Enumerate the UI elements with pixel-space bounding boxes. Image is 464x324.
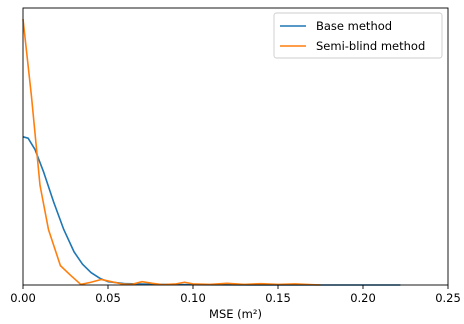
series-lines	[22, 18, 401, 286]
x-tick-label: 0.20	[350, 291, 376, 305]
legend-box	[273, 12, 443, 59]
x-tick-label: 0.25	[435, 291, 461, 305]
series-line-2	[22, 18, 321, 286]
legend: Base method Semi-blind method	[273, 12, 443, 59]
x-tick-label: 0.10	[180, 291, 206, 305]
x-axis-label: MSE (m²)	[209, 307, 262, 321]
x-axis: 0.00 0.05 0.10 0.15 0.20 0.25	[10, 285, 461, 305]
x-tick-label: 0.15	[265, 291, 291, 305]
legend-label-2: Semi-blind method	[316, 39, 425, 53]
x-tick-label: 0.05	[95, 291, 121, 305]
x-tick-label: 0.00	[10, 291, 36, 305]
series-line-1	[22, 136, 401, 286]
plot-frame	[22, 7, 449, 286]
legend-label-1: Base method	[316, 19, 392, 33]
